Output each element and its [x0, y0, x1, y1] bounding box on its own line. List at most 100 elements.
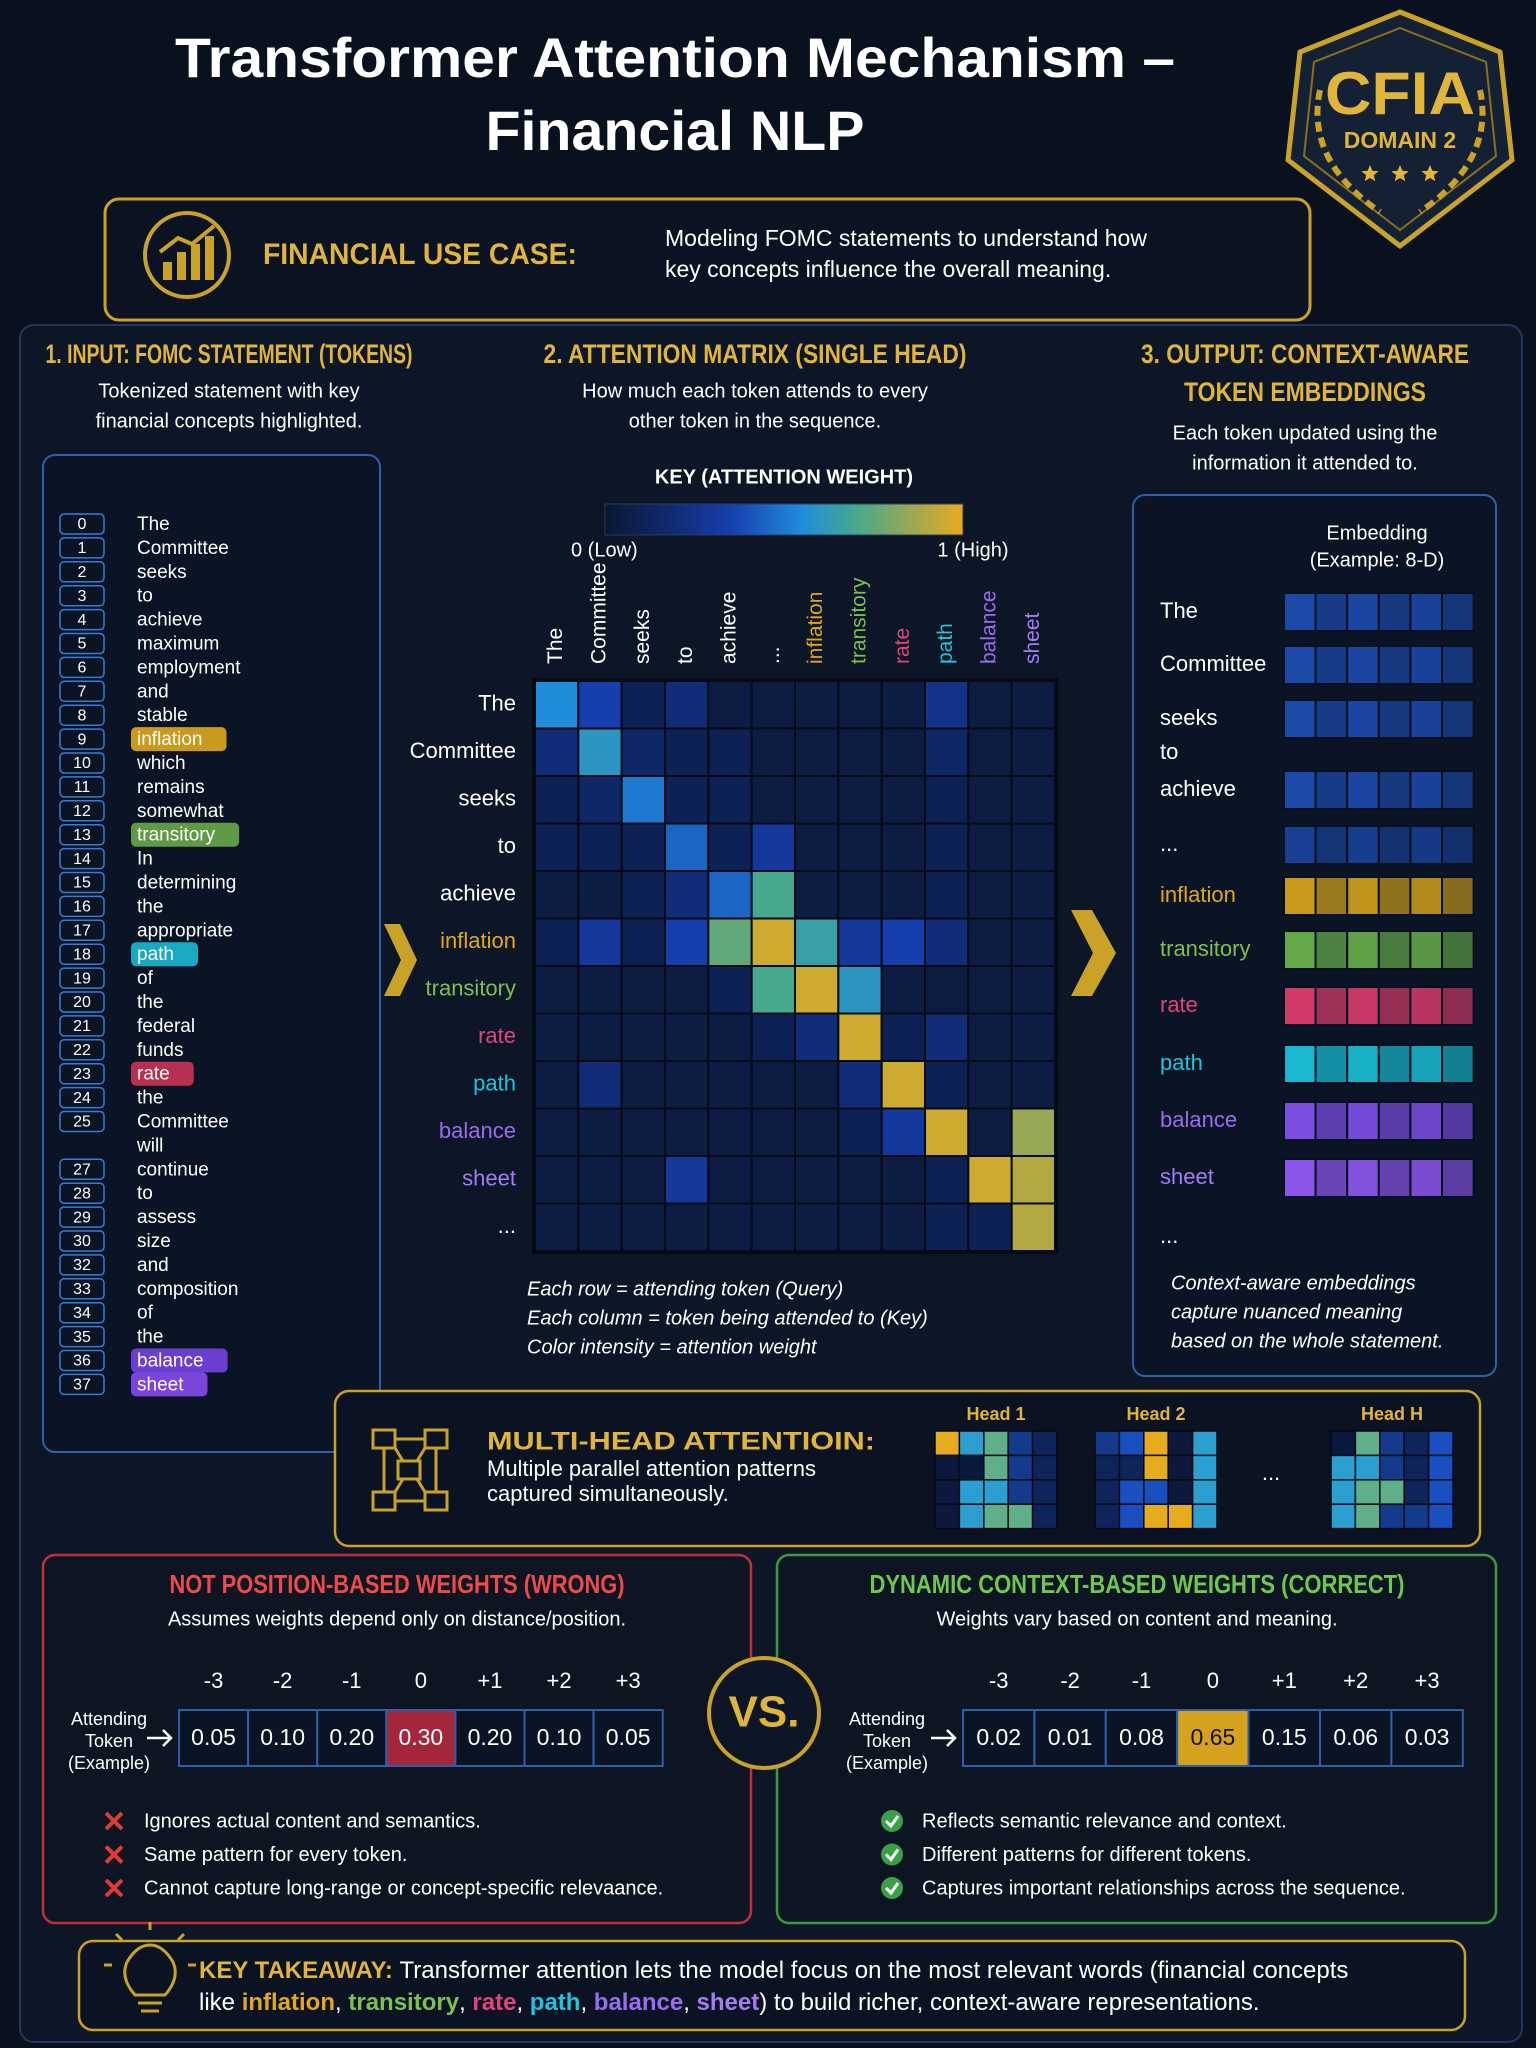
- attention-cell: [880, 1202, 927, 1252]
- head-cell: [1143, 1479, 1169, 1505]
- attention-cell: [837, 1155, 883, 1205]
- offset-label: -2: [273, 1668, 293, 1693]
- attention-cell: [534, 1060, 580, 1110]
- embedding-cell: [1409, 825, 1444, 865]
- attention-cell: [577, 870, 623, 920]
- attention-cell: [1010, 1202, 1057, 1252]
- attention-cell: [750, 1202, 797, 1252]
- token-index-box: [59, 1039, 105, 1061]
- token-index: 29: [73, 1209, 91, 1226]
- embedding-cell: [1346, 930, 1380, 970]
- attention-cell: [664, 680, 710, 730]
- offset-label: -3: [989, 1668, 1009, 1693]
- column-label: path: [934, 623, 957, 664]
- check-icon: [881, 1877, 903, 1899]
- attending-label: Token: [85, 1731, 133, 1751]
- takeaway-segment: Transformer attention lets the model foc…: [399, 1957, 1348, 1984]
- head-cell: [1143, 1454, 1169, 1481]
- attention-cell: [837, 1107, 883, 1157]
- attending-label: (Example): [846, 1753, 928, 1773]
- token-highlight: [131, 1061, 194, 1086]
- embedding-cell: [1283, 1044, 1317, 1084]
- attention-cell: [577, 1012, 623, 1062]
- column-label: ...: [761, 646, 784, 664]
- attention-cell: [880, 1060, 927, 1110]
- attention-cell: [707, 1107, 753, 1157]
- weight-cell: [385, 1709, 457, 1767]
- offset-label: +2: [547, 1668, 572, 1693]
- token-index-box: [59, 608, 105, 631]
- multihead-icon: [371, 1428, 449, 1512]
- row-label: The: [478, 691, 516, 716]
- key-label: KEY (ATTENTION WEIGHT): [655, 466, 913, 488]
- head-cell: [1330, 1454, 1357, 1481]
- attention-cell: [620, 1155, 667, 1205]
- attention-cell: [707, 870, 753, 920]
- attention-cell: [837, 680, 883, 730]
- panel-title: NOT POSITION-BASED WEIGHTS (WRONG): [170, 1569, 625, 1599]
- embedding-cell: [1409, 699, 1444, 739]
- output-note: Context-aware embeddings: [1171, 1272, 1416, 1294]
- embedding-cell: [1409, 770, 1444, 810]
- column-label: balance: [978, 590, 1001, 664]
- attention-cell: [534, 1155, 580, 1205]
- attention-cell: [577, 775, 623, 825]
- attention-cell: [924, 1155, 970, 1205]
- token-index: 27: [73, 1162, 91, 1179]
- token: Committee: [137, 538, 229, 559]
- token-index-box: [59, 1373, 105, 1396]
- attention-cell: [967, 965, 1013, 1015]
- attention-cell: [1010, 1012, 1057, 1062]
- embedding-cell: [1283, 1101, 1317, 1141]
- attention-cell: [620, 680, 667, 730]
- column-label: transitory: [848, 577, 871, 664]
- embedding-cell: [1441, 699, 1475, 739]
- embedding-cell: [1377, 825, 1412, 865]
- token-index: 6: [78, 660, 87, 677]
- attention-cell: [750, 1155, 797, 1205]
- attention-cell: [534, 822, 580, 872]
- attention-cell: [750, 870, 797, 920]
- attention-cell: [967, 1155, 1013, 1205]
- attention-cell: [880, 822, 927, 872]
- attention-cell: [794, 1107, 840, 1157]
- embedding-token: The: [1160, 598, 1198, 623]
- check-mark: [884, 1882, 900, 1896]
- attention-cell: [837, 822, 883, 872]
- attention-cell: [664, 727, 710, 777]
- attention-cell: [924, 870, 970, 920]
- takeaway-text: KEY TAKEAWAY: Transformer attention lets…: [199, 1957, 1348, 1984]
- head-cell: [1094, 1430, 1121, 1457]
- token-index-box: [59, 967, 105, 989]
- use-case-box: [103, 197, 1312, 322]
- token-index: 33: [73, 1281, 91, 1298]
- attention-cell: [577, 1060, 623, 1110]
- matrix-note: Color intensity = attention weight: [527, 1336, 818, 1358]
- attention-cell: [837, 1012, 883, 1062]
- attention-cell: [967, 775, 1013, 825]
- embedding-cell: [1314, 1101, 1349, 1141]
- head-cell: [1379, 1430, 1405, 1457]
- offset-label: -3: [204, 1668, 224, 1693]
- head-cell: [1167, 1479, 1194, 1505]
- attention-cell: [837, 1202, 883, 1252]
- token-index: 4: [78, 612, 87, 629]
- head-cell: [1330, 1503, 1357, 1530]
- attention-cell: [707, 1060, 753, 1110]
- attention-cell: [880, 727, 927, 777]
- token-highlight: [131, 1372, 208, 1397]
- attention-cell: [1010, 917, 1057, 967]
- token: seeks: [137, 562, 187, 583]
- embedding-cell: [1314, 1158, 1349, 1198]
- embedding-cell: [1409, 592, 1444, 632]
- token-highlight: [131, 727, 227, 752]
- embedding-cell: [1283, 876, 1317, 916]
- use-case-text: key concepts influence the overall meani…: [665, 256, 1111, 282]
- token-index-box: [59, 728, 105, 750]
- attention-cell: [794, 727, 840, 777]
- embedding-cell: [1377, 1101, 1412, 1141]
- token-index: 28: [73, 1185, 91, 1202]
- token-index-box: [59, 991, 105, 1013]
- head-cell: [1354, 1479, 1381, 1505]
